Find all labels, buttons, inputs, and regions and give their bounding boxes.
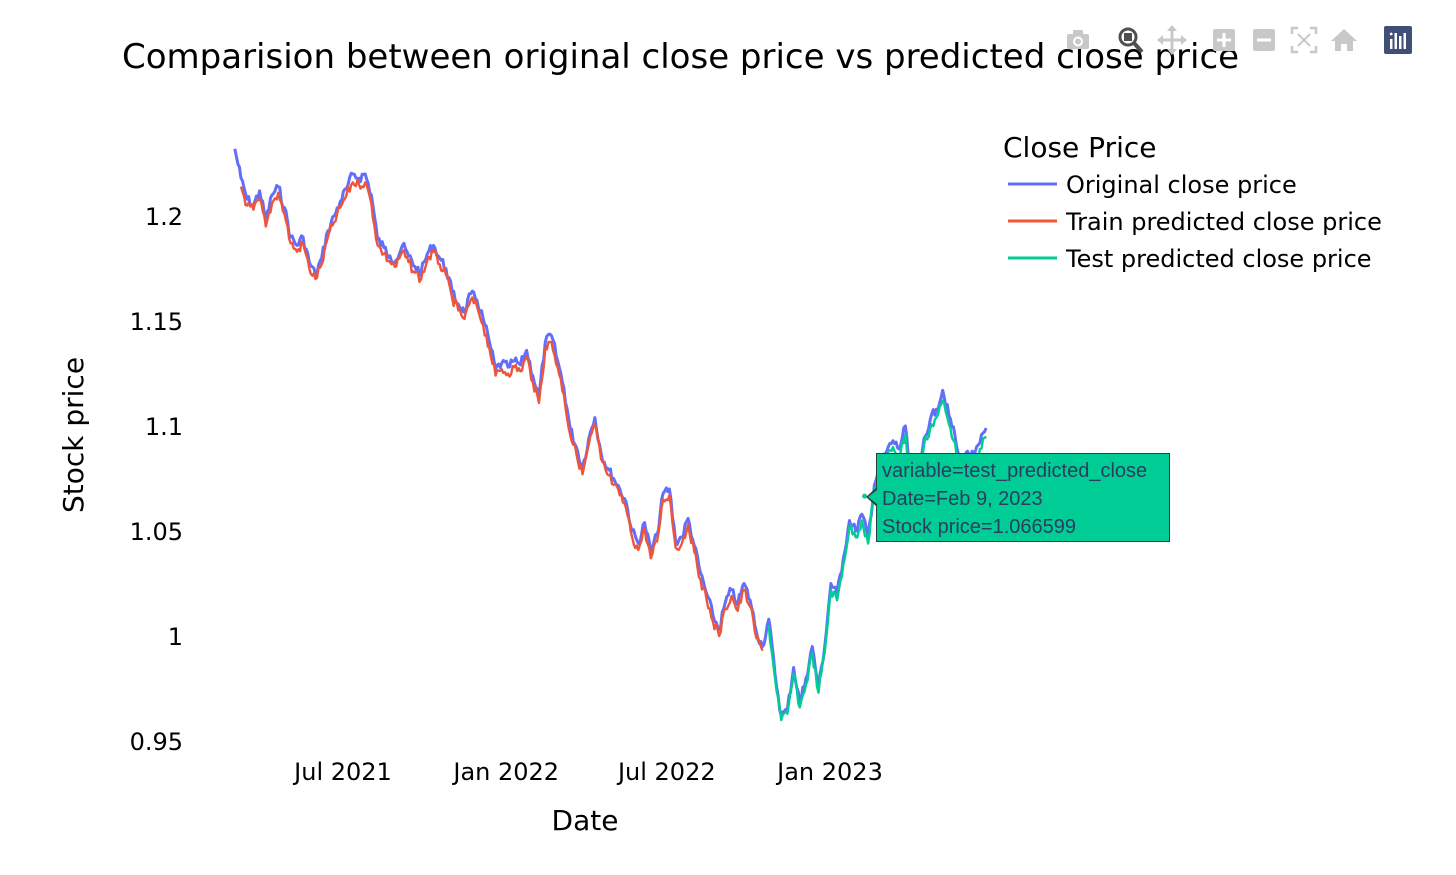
zoom-icon[interactable] [1114,24,1146,56]
legend-label-3: Test predicted close price [1065,245,1372,273]
tooltip-variable: variable=test_predicted_close [882,460,1148,482]
x-axis-ticks: Jul 2021 Jan 2022 Jul 2022 Jan 2023 [292,758,883,786]
legend-label-1: Original close price [1066,171,1297,199]
legend-label-2: Train predicted close price [1065,208,1382,236]
legend: Close Price Original close price Train pr… [1003,131,1382,273]
series-line-3 [767,399,987,722]
y-tick-label: 1.1 [145,413,183,441]
y-tick-label: 1.2 [145,203,183,231]
autoscale-icon[interactable] [1288,24,1320,56]
x-tick-label: Jan 2022 [451,758,559,786]
legend-title: Close Price [1003,131,1156,164]
series-line-2 [239,178,764,652]
series-line-1 [233,148,988,718]
plotly-logo-icon[interactable] [1382,24,1414,56]
hover-tooltip: variable=test_predicted_close Date=Feb 9… [876,453,1170,542]
chart-title: Comparision between original close price… [122,37,1239,77]
y-axis-title: Stock price [57,357,90,513]
y-tick-label: 1.05 [130,518,183,546]
zoom-in-icon[interactable] [1208,24,1240,56]
pan-icon[interactable] [1156,24,1188,56]
tooltip-value: Stock price=1.066599 [882,516,1077,538]
tooltip-pointer-fill [868,490,877,504]
y-tick-label: 1 [168,623,183,651]
y-axis-ticks: 0.95 1 1.05 1.1 1.15 1.2 [130,203,183,756]
hover-point [862,493,868,499]
camera-icon[interactable] [1062,24,1094,56]
series-layer [233,148,988,722]
y-tick-label: 0.95 [130,728,183,756]
reset-axes-icon[interactable] [1328,24,1360,56]
x-tick-label: Jul 2021 [292,758,392,786]
x-tick-label: Jul 2022 [616,758,716,786]
zoom-out-icon[interactable] [1248,24,1280,56]
y-tick-label: 1.15 [130,308,183,336]
x-tick-label: Jan 2023 [775,758,883,786]
x-axis-title: Date [552,804,619,837]
tooltip-date: Date=Feb 9, 2023 [882,488,1043,510]
